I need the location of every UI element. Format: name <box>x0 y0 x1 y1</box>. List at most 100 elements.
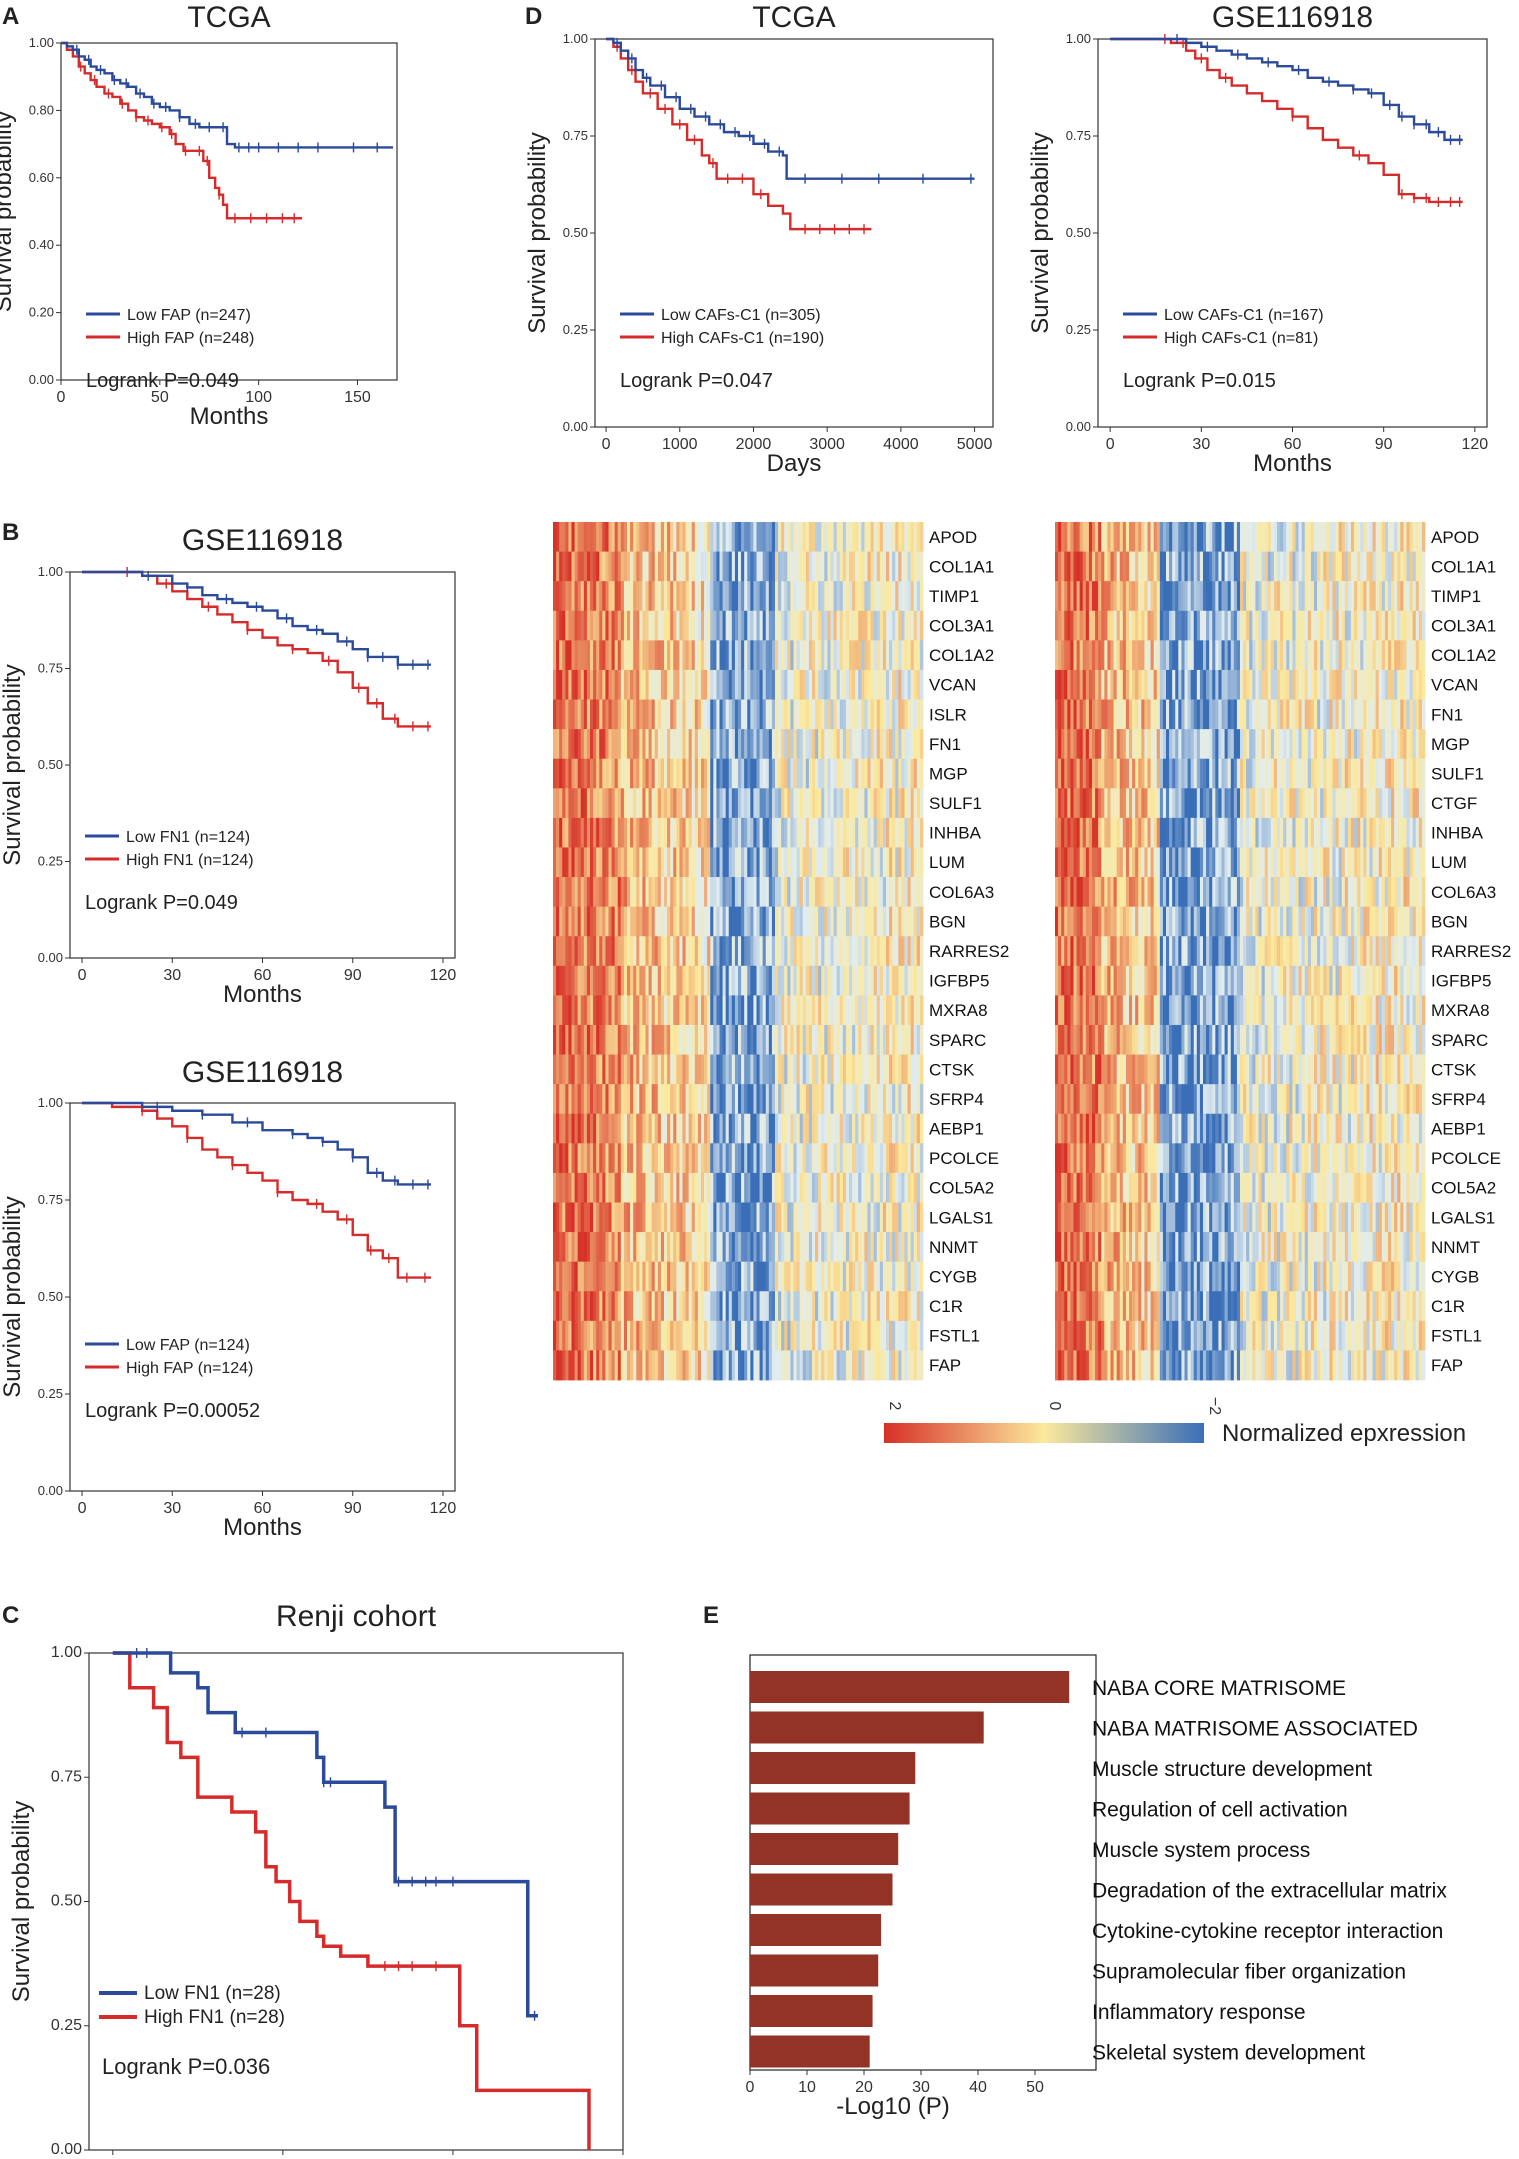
heatmap-cell <box>654 1350 659 1381</box>
heatmap-cell <box>623 1261 628 1292</box>
heatmap-cell <box>768 936 773 967</box>
heatmap-cell <box>781 1054 785 1085</box>
heatmap-cell <box>602 581 606 612</box>
heatmap-cell <box>577 758 582 789</box>
heatmap-cell <box>750 906 754 937</box>
heatmap-cell <box>571 729 575 760</box>
heatmap-cell <box>1135 1320 1139 1351</box>
heatmap-cell <box>910 729 915 760</box>
heatmap-cell <box>781 699 785 730</box>
heatmap-cell <box>599 1172 603 1203</box>
heatmap-cell <box>812 1232 816 1263</box>
heatmap-cell <box>565 669 569 700</box>
heatmap-cell <box>719 581 723 612</box>
heatmap-cell <box>716 936 720 967</box>
heatmap-cell <box>849 1172 853 1203</box>
heatmap-cell <box>725 610 730 641</box>
heatmap-cell <box>818 551 822 582</box>
heatmap-cell <box>815 1054 819 1085</box>
heatmap-cell <box>1113 1202 1118 1233</box>
heatmap-cell <box>855 1232 859 1263</box>
heatmap-cell <box>614 1143 619 1174</box>
heatmap-cell <box>845 995 850 1026</box>
heatmap-cell <box>676 1291 680 1322</box>
heatmap-cell <box>833 1024 838 1055</box>
heatmap-cell <box>1064 1202 1068 1233</box>
heatmap-cell <box>704 1320 708 1351</box>
heatmap-cell <box>855 1202 859 1233</box>
heatmap-cell <box>1104 877 1108 908</box>
heatmap-cell <box>630 1291 634 1322</box>
heatmap-cell <box>1076 1350 1081 1381</box>
heatmap-cell <box>599 1261 603 1292</box>
heatmap-cell <box>1085 877 1090 908</box>
heatmap-cell <box>651 1202 656 1233</box>
heatmap-cell <box>691 1113 696 1144</box>
heatmap-cell <box>1076 965 1081 996</box>
heatmap-cell <box>901 1350 905 1381</box>
heatmap-cell <box>867 1291 871 1322</box>
heatmap-cell <box>750 729 754 760</box>
heatmap-cell <box>1156 669 1161 700</box>
heatmap-cell <box>904 1084 908 1115</box>
heatmap-cell <box>660 1320 665 1351</box>
plot-frame <box>1097 38 1488 428</box>
heatmap-cell <box>630 581 634 612</box>
heatmap-cell <box>1064 1261 1068 1292</box>
heatmap-cell <box>559 1054 563 1085</box>
heatmap-cell <box>679 581 683 612</box>
heatmap-cell <box>617 1232 622 1263</box>
heatmap-cell <box>741 1024 745 1055</box>
heatmap-cell <box>1082 1084 1087 1115</box>
heatmap-cell <box>556 1202 560 1233</box>
heatmap-cell <box>830 1320 834 1351</box>
heatmap-cell <box>590 965 594 996</box>
heatmap-cell <box>701 640 705 671</box>
heatmap-cell <box>1153 581 1158 612</box>
heatmap-cell <box>1079 995 1084 1026</box>
heatmap-cell <box>747 877 751 908</box>
heatmap-cell <box>654 729 659 760</box>
heatmap-cell <box>1144 729 1148 760</box>
heatmap-cell <box>1125 729 1130 760</box>
heatmap-cell <box>670 906 674 937</box>
heatmap-cell <box>605 1172 609 1203</box>
heatmap-cell <box>685 1261 690 1292</box>
heatmap-cell <box>861 847 865 878</box>
heatmap-cell <box>1110 1084 1114 1115</box>
heatmap-cell <box>787 965 791 996</box>
heatmap-cell <box>1129 669 1133 700</box>
heatmap-cell <box>664 581 668 612</box>
heatmap-cell <box>580 1320 585 1351</box>
heatmap-cell <box>667 1320 671 1351</box>
heatmap-cell <box>682 551 686 582</box>
heatmap-cell <box>630 551 634 582</box>
heatmap-cell <box>556 669 560 700</box>
heatmap-cell <box>790 1291 794 1322</box>
heatmap-cell <box>916 522 921 552</box>
heatmap-cell <box>1110 1202 1114 1233</box>
heatmap-cell <box>824 936 828 967</box>
heatmap-cell <box>725 1291 730 1322</box>
heatmap-cell <box>651 699 656 730</box>
heatmap-cell <box>707 729 711 760</box>
heatmap-cell <box>734 1172 739 1203</box>
heatmap-cell <box>827 847 831 878</box>
heatmap-cell <box>771 1084 776 1115</box>
heatmap-cell <box>750 758 754 789</box>
heatmap-cell <box>839 1320 844 1351</box>
heatmap-cell <box>753 1202 757 1233</box>
heatmap-cell <box>630 1320 634 1351</box>
heatmap-cell <box>827 1172 831 1203</box>
heatmap-cell <box>864 1291 868 1322</box>
heatmap-cell <box>864 610 868 641</box>
heatmap-cell <box>808 1084 813 1115</box>
heatmap-cell <box>759 817 764 848</box>
heatmap-cell <box>593 1320 597 1351</box>
heatmap-cell <box>1104 817 1108 848</box>
heatmap-cell <box>1159 965 1164 996</box>
heatmap-cell <box>1162 699 1167 730</box>
heatmap-cell <box>682 1291 686 1322</box>
heatmap-cell <box>827 1261 831 1292</box>
heatmap-cell <box>802 699 807 730</box>
